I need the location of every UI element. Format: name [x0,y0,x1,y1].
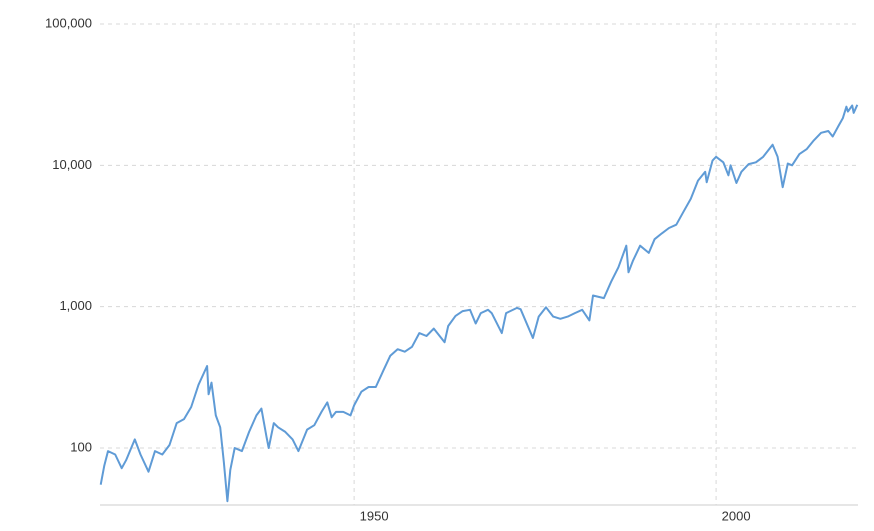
y-tick-label: 1,000 [59,298,92,313]
x-tick-label: 1950 [360,508,389,523]
y-tick-label: 100,000 [45,15,92,30]
y-tick-label: 10,000 [52,157,92,172]
y-tick-label: 100 [70,439,92,454]
series-line [99,104,859,503]
x-tick-label: 2000 [722,508,751,523]
